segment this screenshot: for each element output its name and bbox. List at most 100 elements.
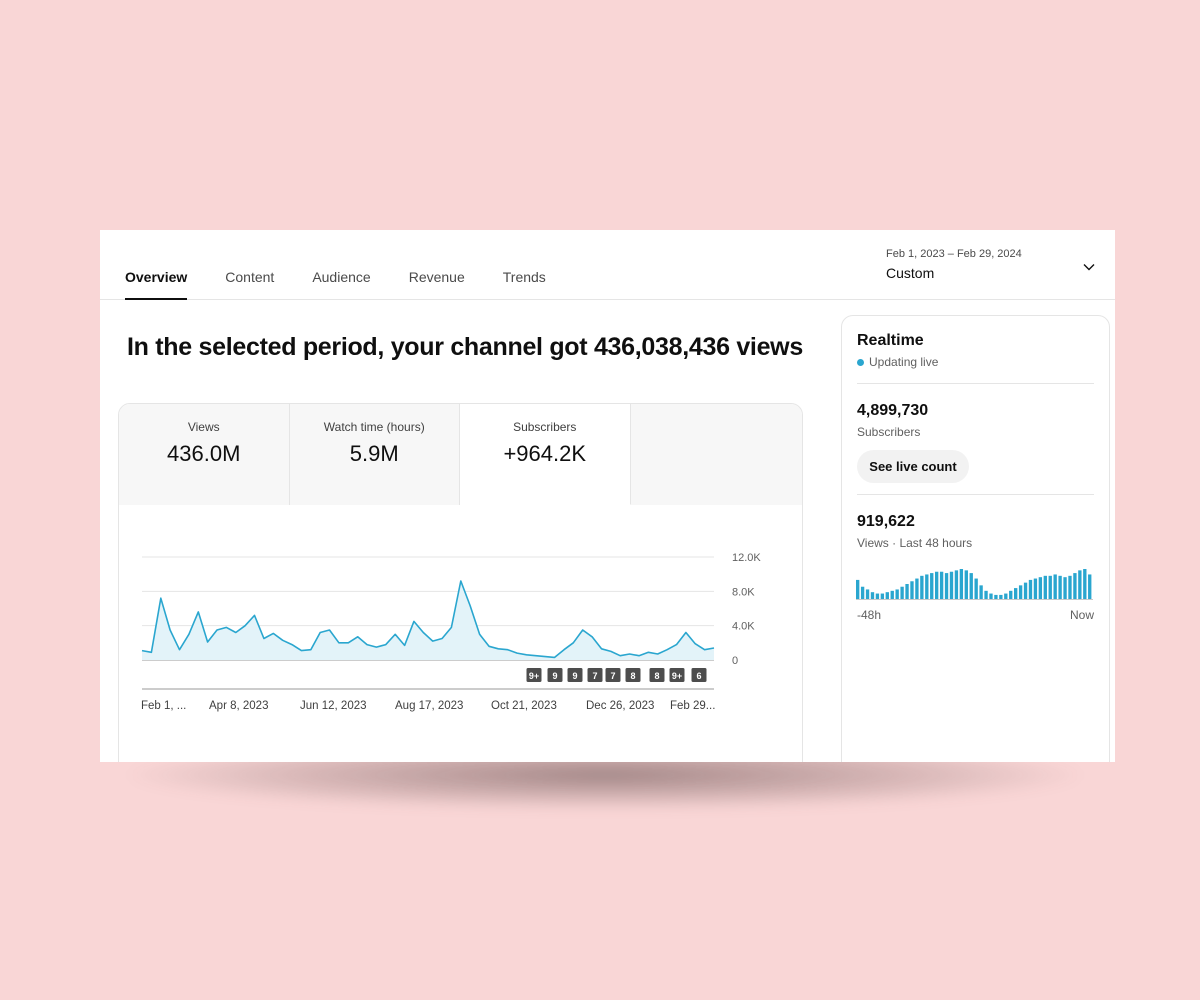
divider: [857, 383, 1094, 384]
annotation-badge[interactable]: 9: [547, 668, 563, 682]
realtime-axis-start: -48h: [857, 608, 882, 622]
tab-overview[interactable]: Overview: [125, 230, 188, 300]
chevron-down-icon: [1083, 264, 1095, 271]
live-dot-icon: [857, 358, 864, 366]
annotation-badge[interactable]: 9+: [669, 668, 685, 682]
realtime-bar: [1028, 579, 1033, 599]
realtime-bar: [1004, 593, 1008, 599]
x-tick-label: Feb 1, ...: [141, 700, 186, 712]
date-range-picker[interactable]: Feb 1, 2023 – Feb 29, 2024 Custom: [886, 248, 1096, 288]
realtime-bar: [1083, 569, 1087, 599]
realtime-bar: [875, 593, 880, 599]
y-tick-label: 8.0K: [732, 586, 755, 598]
live-status-text: Updating live: [869, 355, 939, 369]
realtime-bar: [885, 592, 889, 599]
svg-text:8: 8: [654, 671, 659, 681]
realtime-bar: [880, 593, 885, 599]
realtime-bar: [900, 586, 904, 599]
tab-content[interactable]: Content: [225, 269, 275, 285]
annotation-badge[interactable]: 6: [691, 668, 707, 682]
realtime-bar: [1063, 577, 1067, 599]
realtime-views-count: 919,622: [857, 513, 915, 530]
realtime-bar: [905, 584, 909, 599]
y-tick-label: 12.0K: [732, 552, 761, 564]
tab-bar: Overview Content Audience Revenue Trends: [125, 230, 584, 300]
x-tick-label: Oct 21, 2023: [491, 700, 557, 712]
annotation-badge[interactable]: 8: [625, 668, 641, 682]
realtime-bar: [1088, 574, 1092, 599]
realtime-bar: [999, 594, 1003, 599]
realtime-bar: [1043, 575, 1047, 599]
annotation-badge[interactable]: 9: [567, 668, 583, 682]
top-bar: Overview Content Audience Revenue Trends…: [100, 230, 1115, 300]
realtime-bar: [890, 590, 894, 599]
metric-label: Subscribers: [513, 420, 577, 434]
realtime-bar: [870, 592, 875, 599]
metric-tabs: Views 436.0M Watch time (hours) 5.9M Sub…: [119, 404, 802, 505]
realtime-bar: [1078, 570, 1082, 599]
realtime-bar: [984, 590, 988, 599]
realtime-axis-end: Now: [1069, 608, 1094, 622]
date-range-preset: Custom: [886, 265, 935, 281]
annotation-badge[interactable]: 7: [587, 668, 603, 682]
realtime-bar: [1014, 588, 1018, 599]
metric-tab-watch-time[interactable]: Watch time (hours) 5.9M: [289, 404, 460, 505]
metric-value: 5.9M: [349, 441, 399, 466]
realtime-bar: [856, 579, 860, 599]
metric-label: Views: [187, 420, 220, 434]
realtime-bar: [1048, 575, 1052, 599]
page-headline: In the selected period, your channel got…: [127, 333, 803, 361]
x-tick-label: Jun 12, 2023: [300, 700, 367, 712]
realtime-bar: [1009, 590, 1013, 599]
realtime-views-label: Views · Last 48 hours: [857, 536, 973, 550]
x-tick-label: Dec 26, 2023: [586, 700, 654, 712]
realtime-bar-chart: [856, 569, 1093, 600]
realtime-bar: [964, 570, 968, 599]
svg-text:9: 9: [572, 671, 577, 681]
realtime-bar: [989, 593, 993, 599]
divider: [857, 494, 1094, 495]
x-tick-label: Feb 29...: [670, 700, 715, 712]
realtime-bar: [915, 578, 919, 599]
realtime-bar: [939, 571, 944, 599]
metrics-panel: Views 436.0M Watch time (hours) 5.9M Sub…: [118, 403, 803, 762]
tab-trends[interactable]: Trends: [502, 269, 546, 285]
realtime-bar: [860, 586, 865, 599]
svg-text:7: 7: [592, 671, 597, 681]
realtime-bar: [1068, 575, 1072, 599]
y-tick-label: 0: [732, 655, 738, 667]
realtime-bar: [994, 594, 998, 599]
annotation-badge[interactable]: 7: [605, 668, 621, 682]
realtime-bar: [930, 573, 934, 599]
x-tick-label: Aug 17, 2023: [395, 700, 463, 712]
realtime-bar: [865, 589, 870, 599]
see-live-count-button[interactable]: See live count: [857, 450, 969, 483]
realtime-bar: [895, 589, 899, 599]
realtime-bar: [959, 569, 964, 599]
realtime-bar: [979, 585, 983, 599]
annotation-badge[interactable]: 8: [649, 668, 665, 682]
realtime-bar: [1058, 575, 1062, 599]
realtime-bar: [969, 573, 973, 599]
realtime-bar: [1038, 577, 1043, 599]
realtime-bar: [944, 573, 949, 599]
metric-tab-views[interactable]: Views 436.0M: [119, 404, 290, 505]
realtime-bar: [1033, 578, 1038, 599]
tab-audience[interactable]: Audience: [312, 269, 371, 285]
tab-revenue[interactable]: Revenue: [408, 269, 465, 285]
svg-text:9: 9: [552, 671, 557, 681]
y-tick-label: 4.0K: [732, 621, 755, 633]
views-area: [142, 581, 714, 660]
realtime-bar: [954, 570, 959, 599]
annotation-badge[interactable]: 9+: [526, 668, 542, 682]
metric-value: 436.0M: [167, 441, 241, 466]
realtime-bar: [925, 574, 929, 599]
svg-text:9+: 9+: [672, 671, 682, 681]
metric-value: +964.2K: [503, 441, 587, 466]
metric-tab-empty: [630, 404, 802, 505]
metric-tab-subscribers[interactable]: Subscribers +964.2K: [460, 404, 631, 505]
realtime-bar: [910, 581, 914, 599]
svg-text:8: 8: [630, 671, 635, 681]
x-tick-label: Apr 8, 2023: [209, 700, 268, 712]
svg-text:9+: 9+: [529, 671, 539, 681]
